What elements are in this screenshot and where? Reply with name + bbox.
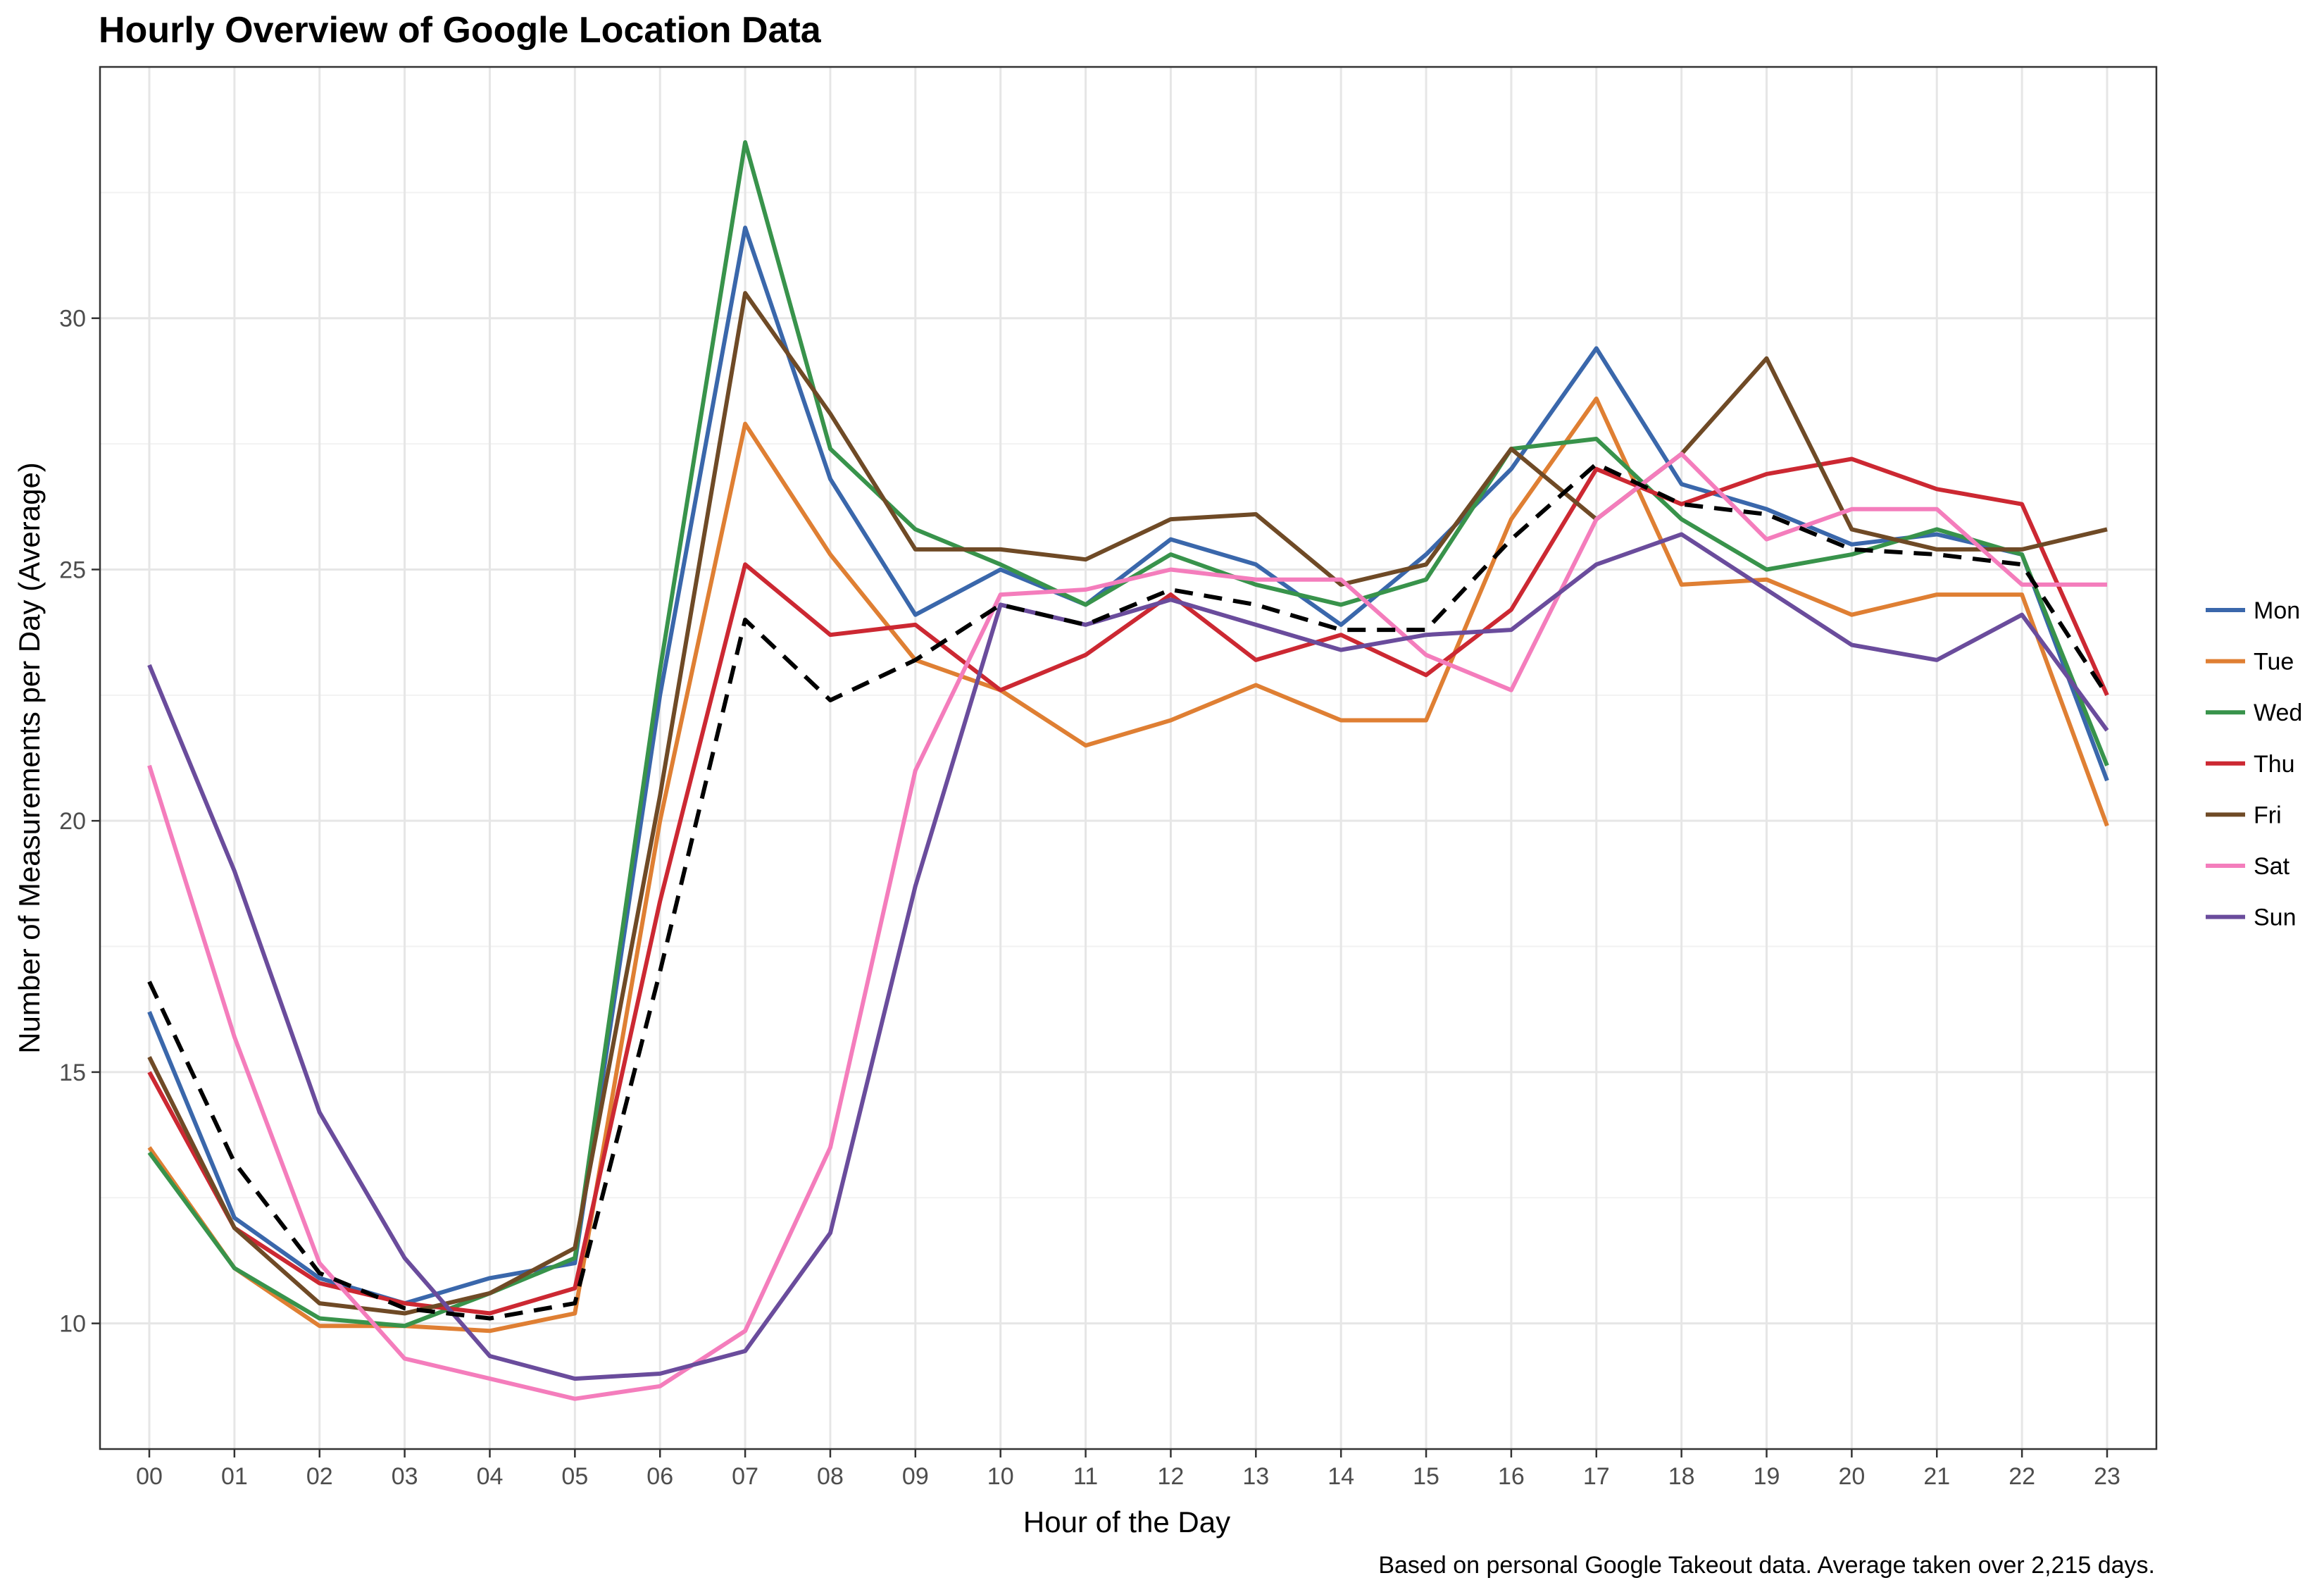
x-tick-label: 16	[1498, 1463, 1525, 1490]
chart-title: Hourly Overview of Google Location Data	[99, 10, 822, 51]
y-tick-label: 25	[59, 557, 86, 583]
series-line-fri	[147, 291, 2108, 1316]
series-line-sat	[147, 452, 2107, 1401]
x-tick-label: 09	[902, 1463, 929, 1490]
x-tick-label: 05	[561, 1463, 588, 1490]
x-tick-label: 08	[817, 1463, 844, 1490]
x-tick-label: 21	[1923, 1463, 1950, 1490]
series-line-sun	[147, 532, 2109, 1381]
x-tick-label: 10	[987, 1463, 1014, 1490]
x-tick-label: 03	[392, 1463, 418, 1490]
legend-label-fri: Fri	[2254, 802, 2282, 828]
x-tick-label: 06	[646, 1463, 673, 1490]
series-lines	[147, 140, 2109, 1401]
legend: Mon Tue Wed Thu Fri Sat Sun	[2206, 597, 2302, 931]
plot-border	[99, 66, 2158, 1450]
x-tick-label: 14	[1327, 1463, 1354, 1490]
caption: Based on personal Google Takeout data. A…	[1378, 1552, 2155, 1579]
x-tick-label: 17	[1583, 1463, 1610, 1490]
legend-label-thu: Thu	[2254, 751, 2295, 778]
x-tick-label: 15	[1413, 1463, 1439, 1490]
x-tick-label: 19	[1754, 1463, 1780, 1490]
series-line-thu	[147, 456, 2109, 1316]
x-tick-label: 23	[2094, 1463, 2120, 1490]
legend-label-sat: Sat	[2254, 853, 2290, 880]
x-tick-label: 13	[1242, 1463, 1269, 1490]
series-line-average	[147, 461, 2109, 1321]
x-tick-label: 12	[1158, 1463, 1185, 1490]
x-tick-label: 00	[136, 1463, 163, 1490]
y-tick-label: 20	[59, 808, 86, 835]
x-tick-label: 11	[1073, 1463, 1098, 1490]
grid	[100, 66, 2156, 1450]
y-axis-ticks: 10 15 20 25 30	[59, 306, 100, 1338]
series-line-tue	[147, 396, 2109, 1334]
x-axis-ticks: 00 01 02 03 04 05 06 07 08 09 10 11 12 13 14 15 16 17 18 19…	[136, 1449, 2120, 1490]
x-tick-label: 01	[221, 1463, 248, 1490]
y-tick-label: 15	[59, 1059, 86, 1086]
legend-label-sun: Sun	[2254, 905, 2297, 931]
x-tick-label: 02	[306, 1463, 333, 1490]
series-line-mon	[147, 225, 2109, 1306]
legend-label-tue: Tue	[2254, 649, 2294, 676]
legend-label-mon: Mon	[2254, 597, 2300, 624]
y-tick-label: 10	[59, 1311, 86, 1338]
x-tick-label: 04	[477, 1463, 504, 1490]
y-tick-label: 30	[59, 306, 86, 332]
legend-label-wed: Wed	[2254, 700, 2302, 726]
x-tick-label: 18	[1668, 1463, 1695, 1490]
x-axis-title: Hour of the Day	[1023, 1505, 1230, 1539]
x-tick-label: 22	[2008, 1463, 2035, 1490]
x-tick-label: 20	[1838, 1463, 1865, 1490]
x-tick-label: 07	[732, 1463, 758, 1490]
y-axis-title: Number of Measurements per Day (Average)	[13, 462, 46, 1054]
